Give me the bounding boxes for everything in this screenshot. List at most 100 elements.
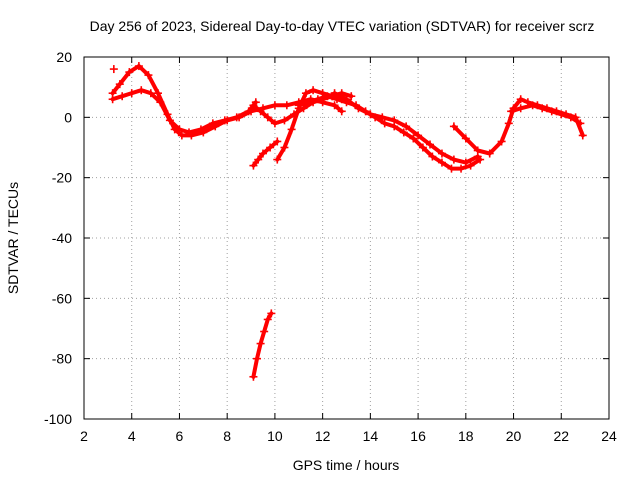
data-point — [449, 155, 458, 164]
data-point — [516, 95, 525, 104]
data-point — [185, 128, 193, 137]
data-point — [330, 89, 339, 98]
data-series-point-k — [109, 65, 118, 74]
data-point — [156, 98, 165, 107]
series-line — [110, 88, 258, 135]
x-tick-label: 2 — [80, 428, 88, 444]
x-tick-label: 10 — [267, 428, 283, 444]
data-point — [249, 161, 258, 170]
data-point — [134, 62, 143, 71]
data-point — [127, 89, 136, 98]
data-point — [287, 125, 296, 134]
y-tick-label: -100 — [44, 411, 72, 427]
data-point — [461, 134, 470, 143]
data-point — [177, 131, 186, 140]
data-point — [175, 125, 184, 134]
data-series-arc-h — [449, 95, 587, 158]
data-point — [108, 95, 117, 104]
data-point — [118, 92, 127, 101]
data-point — [208, 119, 217, 128]
data-point — [260, 327, 269, 336]
data-point — [282, 101, 291, 110]
data-point — [263, 113, 272, 122]
data-point — [304, 98, 313, 107]
data-series-arc-d — [249, 137, 282, 170]
data-point — [566, 113, 575, 122]
data-series-arc-b — [108, 86, 260, 137]
data-point — [428, 152, 437, 161]
data-series-arc-j — [249, 309, 276, 381]
data-point — [244, 107, 253, 116]
data-point — [437, 158, 446, 167]
series-line — [251, 311, 274, 379]
y-tick-label: 0 — [64, 109, 72, 125]
x-tick-label: 14 — [363, 428, 379, 444]
data-point — [466, 161, 475, 170]
x-tick-label: 20 — [506, 428, 522, 444]
data-point — [538, 104, 547, 113]
x-tick-label: 8 — [223, 428, 231, 444]
data-point — [473, 146, 482, 155]
x-tick-labels: 2 4 6 8 10 12 14 16 18 20 22 24 — [80, 428, 617, 444]
data-point — [137, 86, 146, 95]
data-point — [109, 65, 118, 74]
data-point — [270, 101, 279, 110]
data-point — [457, 164, 466, 173]
data-point — [337, 107, 346, 116]
data-point — [437, 149, 446, 158]
data-point — [378, 113, 387, 122]
data-point — [516, 104, 525, 113]
y-tick-label: -80 — [52, 351, 72, 367]
y-tick-label: 20 — [56, 49, 72, 65]
data-point — [267, 309, 276, 318]
data-point — [266, 143, 275, 152]
data-point — [309, 86, 318, 95]
x-tick-label: 16 — [410, 428, 426, 444]
data-point — [232, 113, 241, 122]
data-point — [294, 101, 303, 110]
data-series-arc-g — [330, 89, 482, 167]
data-point — [249, 372, 258, 381]
data-point — [390, 116, 399, 125]
data-point — [342, 95, 351, 104]
data-point — [165, 116, 174, 125]
data-point — [557, 110, 566, 119]
series-layer — [108, 62, 587, 381]
x-tick-label: 24 — [601, 428, 617, 444]
data-point — [256, 339, 265, 348]
x-tick-label: 6 — [176, 428, 184, 444]
data-point — [115, 80, 124, 89]
data-point — [528, 101, 537, 110]
x-tick-label: 18 — [458, 428, 474, 444]
data-point — [576, 119, 585, 128]
data-point — [418, 143, 427, 152]
data-point — [485, 149, 494, 158]
y-tick-labels: 20 0 -20 -40 -60 -80 -100 — [44, 49, 72, 427]
data-series-arc-i — [507, 101, 585, 128]
x-tick-label: 12 — [315, 428, 331, 444]
data-point — [409, 134, 418, 143]
data-point — [196, 125, 205, 134]
data-point — [280, 143, 289, 152]
data-point — [258, 149, 267, 158]
data-point — [507, 107, 516, 116]
data-point — [125, 68, 134, 77]
data-point — [449, 122, 458, 131]
data-point — [256, 107, 265, 116]
data-point — [280, 116, 289, 125]
data-point — [254, 155, 263, 164]
data-point — [504, 119, 513, 128]
data-point — [461, 158, 470, 167]
data-point — [270, 119, 279, 128]
data-point — [301, 89, 310, 98]
data-point — [402, 122, 411, 131]
data-point — [146, 89, 155, 98]
data-point — [220, 116, 229, 125]
data-point — [323, 92, 332, 101]
x-axis-label: GPS time / hours — [293, 457, 400, 473]
data-point — [253, 354, 262, 363]
y-axis-label: SDTVAR / TECUs — [5, 182, 21, 294]
data-point — [399, 128, 408, 137]
plot-frame — [83, 56, 610, 420]
